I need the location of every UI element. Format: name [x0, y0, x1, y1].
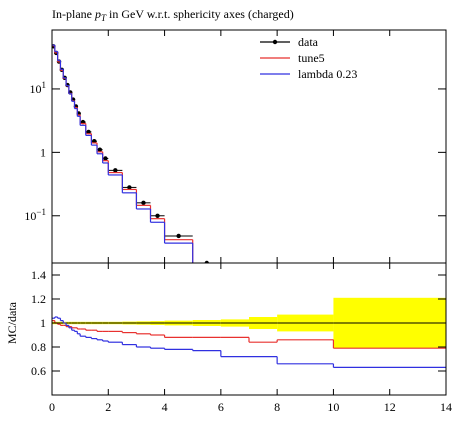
- data-point: [113, 168, 118, 173]
- axes: 101 1 10−1 data tune5 lambda 0.23 0 2 4 6 8 10 12 14 0…: [24, 29, 452, 414]
- y-tick-label: 0.8: [31, 340, 46, 354]
- legend-label: data: [298, 35, 319, 49]
- data-point: [204, 260, 209, 263]
- y-tick-label: 1: [40, 145, 46, 159]
- plot-frame: [51, 29, 447, 264]
- x-tick-label: 10: [327, 400, 339, 414]
- title-text: In-plane: [52, 7, 95, 21]
- y-tick-label: 1.4: [31, 268, 46, 282]
- title-text: T: [101, 13, 107, 23]
- chart-title: In-plane pT in GeV w.r.t. sphericity axe…: [52, 7, 294, 23]
- data-point: [127, 185, 132, 190]
- data-point: [86, 129, 91, 135]
- legend-label: tune5: [298, 51, 325, 65]
- data-point: [233, 291, 237, 295]
- legend-label: lambda 0.23: [298, 67, 357, 81]
- title-text: in GeV w.r.t. sphericity axes (charged): [106, 7, 294, 21]
- y-tick-label: 10−1: [24, 207, 46, 223]
- data-point: [303, 354, 307, 358]
- y-tick-label: 101: [30, 80, 47, 96]
- plot-frame: [51, 262, 447, 396]
- x-tick-label: 12: [384, 400, 396, 414]
- x-tick-label: 6: [218, 400, 224, 414]
- data-point: [141, 200, 146, 206]
- data-point: [176, 233, 181, 239]
- x-tick-label: 2: [105, 400, 111, 414]
- y-tick-label: 0.6: [31, 364, 46, 378]
- y-axis-label: MC/data: [5, 301, 19, 344]
- title-text: p: [94, 7, 101, 21]
- x-tick-label: 14: [440, 400, 452, 414]
- x-tick-label: 0: [49, 400, 55, 414]
- legend-marker: [272, 39, 278, 45]
- main-plot: [52, 44, 307, 358]
- data-point: [97, 147, 103, 152]
- data-point: [92, 138, 97, 144]
- y-tick-label: 1.2: [31, 292, 46, 306]
- y-tick-label: 1: [40, 316, 46, 330]
- ratio-plot: [52, 297, 446, 368]
- data-point: [103, 156, 108, 161]
- data-point: [155, 213, 160, 218]
- x-tick-label: 8: [274, 400, 280, 414]
- x-tick-label: 4: [162, 400, 168, 414]
